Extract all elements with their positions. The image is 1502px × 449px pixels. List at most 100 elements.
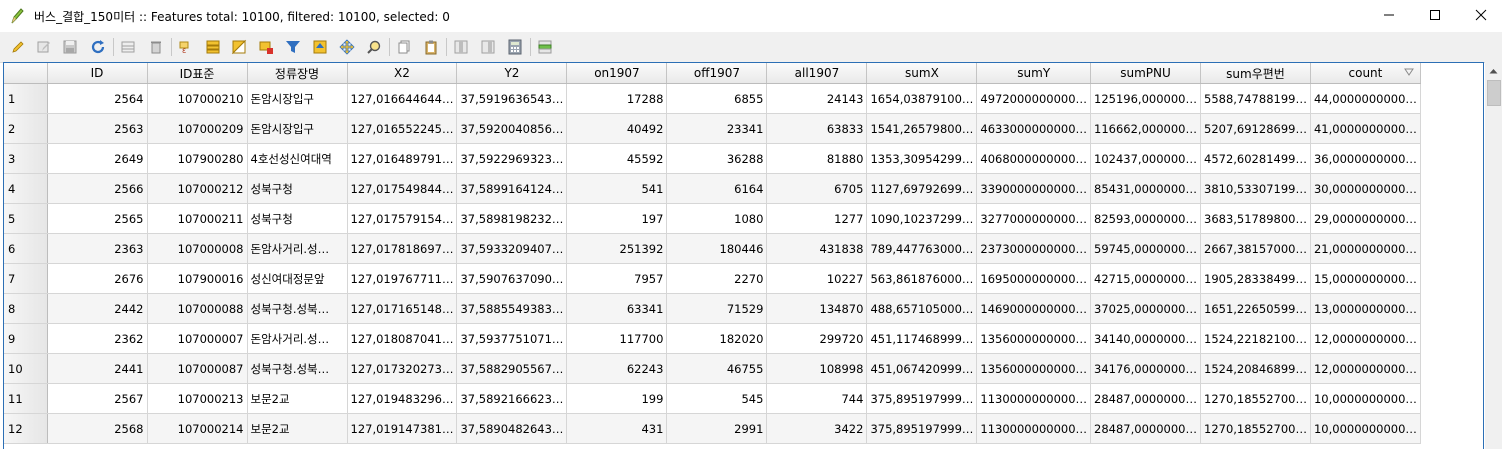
column-header-off1907[interactable]: off1907 <box>666 63 768 84</box>
table-cell[interactable]: 102437,000000… <box>1090 143 1201 174</box>
table-cell[interactable]: 37,5882905567… <box>456 353 568 384</box>
table-cell[interactable]: 4972000000000… <box>976 83 1092 114</box>
table-cell[interactable]: 85431,0000000… <box>1090 173 1201 204</box>
toggle-multi-edit-button[interactable] <box>34 37 54 57</box>
table-cell[interactable]: 21,0000000000… <box>1310 233 1421 264</box>
column-header-sumpnu[interactable]: sumPNU <box>1090 63 1201 84</box>
table-cell[interactable]: 127,017320273… <box>347 353 458 384</box>
table-cell[interactable]: 34176,0000000… <box>1090 353 1201 384</box>
column-header-sumy[interactable]: sumY <box>976 63 1092 84</box>
row-header[interactable]: 7 <box>4 263 48 294</box>
table-cell[interactable]: 63341 <box>566 293 668 324</box>
table-cell[interactable]: 성북구청.성북… <box>247 293 348 324</box>
table-cell[interactable]: 41,0000000000… <box>1310 113 1421 144</box>
table-cell[interactable]: 36,0000000000… <box>1310 143 1421 174</box>
column-header-on1907[interactable]: on1907 <box>566 63 668 84</box>
table-row[interactable]: 3 2649 107900280 4호선성신여대역 127,016489791… 37,5… <box>4 143 1427 174</box>
table-cell[interactable]: 541 <box>566 173 668 204</box>
corner-select-all[interactable] <box>4 63 48 84</box>
table-row[interactable]: 7 2676 107900016 성신여대정문앞 127,019767711… 37,59… <box>4 263 1427 294</box>
table-cell[interactable]: 2373000000000… <box>976 233 1092 264</box>
copy-rows-button[interactable] <box>394 37 414 57</box>
reload-table-button[interactable] <box>88 37 108 57</box>
row-header[interactable]: 12 <box>4 413 48 444</box>
select-all-button[interactable] <box>203 37 223 57</box>
table-cell[interactable]: 127,017818697… <box>347 233 458 264</box>
row-header[interactable]: 10 <box>4 353 48 384</box>
table-cell[interactable]: 28487,0000000… <box>1090 413 1201 444</box>
table-cell[interactable]: 보문2교 <box>247 413 348 444</box>
row-header[interactable]: 6 <box>4 233 48 264</box>
table-cell[interactable]: 10,0000000000… <box>1310 383 1421 414</box>
table-cell[interactable]: 62243 <box>566 353 668 384</box>
scroll-up-button[interactable] <box>1485 62 1502 79</box>
table-cell[interactable]: 성북구청.성북… <box>247 353 348 384</box>
table-row[interactable]: 4 2566 107000212 성북구청 127,017549844… 37,58991… <box>4 173 1427 204</box>
table-cell[interactable]: 1651,22650599… <box>1200 293 1311 324</box>
table-cell[interactable]: 12,0000000000… <box>1310 353 1421 384</box>
table-cell[interactable]: 125196,000000… <box>1090 83 1201 114</box>
table-cell[interactable]: 107000007 <box>147 323 248 354</box>
table-cell[interactable]: 4572,60281499… <box>1200 143 1311 174</box>
table-cell[interactable]: 3422 <box>766 413 868 444</box>
table-cell[interactable]: 134870 <box>766 293 868 324</box>
attribute-table[interactable]: ID ID표준 정류장명 X2 Y2 on1907 off1907 all190… <box>3 62 1484 449</box>
row-header[interactable]: 4 <box>4 173 48 204</box>
table-cell[interactable]: 37,5898198232… <box>456 203 568 234</box>
table-cell[interactable]: 44,0000000000… <box>1310 83 1421 114</box>
table-cell[interactable]: 10227 <box>766 263 868 294</box>
table-row[interactable]: 11 2567 107000213 보문2교 127,019483296… 37,5892… <box>4 383 1427 414</box>
table-cell[interactable]: 180446 <box>666 233 768 264</box>
table-cell[interactable]: 431838 <box>766 233 868 264</box>
table-cell[interactable]: 2667,38157000… <box>1200 233 1311 264</box>
table-cell[interactable]: 299720 <box>766 323 868 354</box>
table-cell[interactable]: 63833 <box>766 113 868 144</box>
table-cell[interactable]: 1353,30954299… <box>866 143 978 174</box>
table-cell[interactable]: 2567 <box>47 383 148 414</box>
table-cell[interactable]: 127,019147381… <box>347 413 458 444</box>
table-cell[interactable]: 127,017579154… <box>347 203 458 234</box>
table-cell[interactable]: 1654,03879100… <box>866 83 978 114</box>
table-cell[interactable]: 6705 <box>766 173 868 204</box>
table-row[interactable]: 1 2564 107000210 돈암시장입구 127,016644644… 37,591… <box>4 83 1427 114</box>
table-row[interactable]: 5 2565 107000211 성북구청 127,017579154… 37,58981… <box>4 203 1427 234</box>
table-cell[interactable]: 6164 <box>666 173 768 204</box>
table-cell[interactable]: 37,5885549383… <box>456 293 568 324</box>
column-header-id-standard[interactable]: ID표준 <box>147 63 248 84</box>
table-cell[interactable]: 197 <box>566 203 668 234</box>
table-cell[interactable]: 789,447763000… <box>866 233 978 264</box>
table-cell[interactable]: 36288 <box>666 143 768 174</box>
table-cell[interactable]: 451,117468999… <box>866 323 978 354</box>
table-cell[interactable]: 488,657105000… <box>866 293 978 324</box>
table-cell[interactable]: 563,861876000… <box>866 263 978 294</box>
table-cell[interactable]: 127,017549844… <box>347 173 458 204</box>
table-cell[interactable]: 251392 <box>566 233 668 264</box>
row-header[interactable]: 11 <box>4 383 48 414</box>
table-cell[interactable]: 1524,20846899… <box>1200 353 1311 384</box>
table-cell[interactable]: 451,067420999… <box>866 353 978 384</box>
table-cell[interactable]: 1695000000000… <box>976 263 1092 294</box>
table-cell[interactable]: 1080 <box>666 203 768 234</box>
table-cell[interactable]: 5207,69128699… <box>1200 113 1311 144</box>
table-cell[interactable]: 127,016552245… <box>347 113 458 144</box>
column-header-all1907[interactable]: all1907 <box>766 63 868 84</box>
vertical-scrollbar[interactable] <box>1485 62 1502 449</box>
table-cell[interactable]: 6855 <box>666 83 768 114</box>
table-cell[interactable]: 24143 <box>766 83 868 114</box>
conditional-formatting-button[interactable] <box>535 37 555 57</box>
table-cell[interactable]: 744 <box>766 383 868 414</box>
table-cell[interactable]: 375,895197999… <box>866 383 978 414</box>
paste-features-button[interactable] <box>421 37 441 57</box>
table-cell[interactable]: 돈암사거리.성… <box>247 233 348 264</box>
table-row[interactable]: 9 2362 107000007 돈암사거리.성… 127,018087041… 37,5… <box>4 323 1427 354</box>
table-cell[interactable]: 29,0000000000… <box>1310 203 1421 234</box>
table-cell[interactable]: 2564 <box>47 83 148 114</box>
table-cell[interactable]: 3683,51789800… <box>1200 203 1311 234</box>
table-cell[interactable]: 13,0000000000… <box>1310 293 1421 324</box>
maximize-button[interactable] <box>1412 0 1458 30</box>
scrollbar-thumb[interactable] <box>1487 80 1501 106</box>
table-cell[interactable]: 1541,26579800… <box>866 113 978 144</box>
table-cell[interactable]: 117700 <box>566 323 668 354</box>
table-cell[interactable]: 107000212 <box>147 173 248 204</box>
table-cell[interactable]: 1905,28338499… <box>1200 263 1311 294</box>
